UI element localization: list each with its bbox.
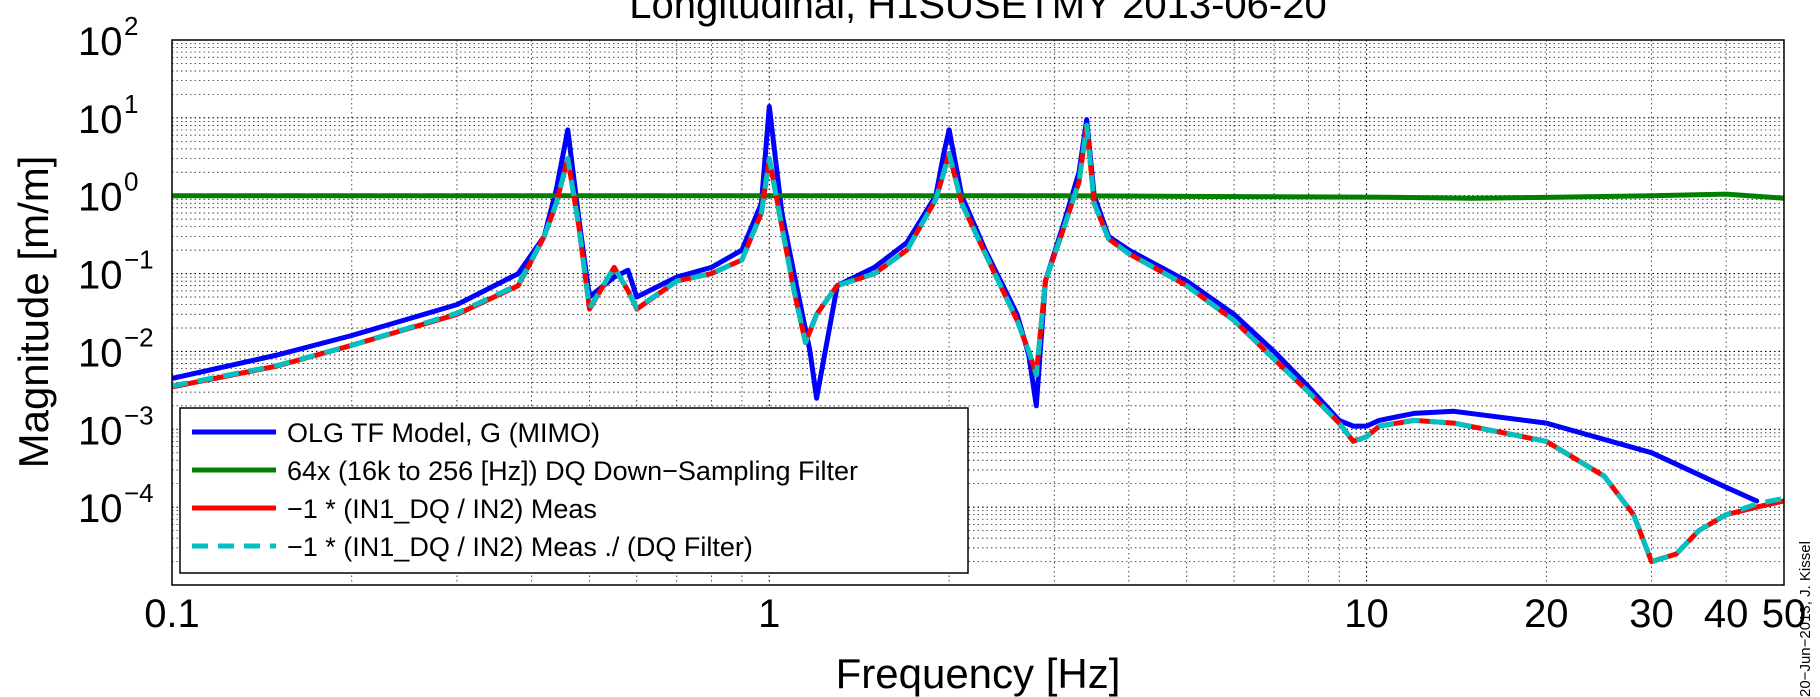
y-tick-base: 10: [78, 98, 123, 142]
x-tick-labels: 0.1 1 10 20 30 40 50: [144, 592, 1806, 636]
y-axis-label: Magnitude [m/m]: [10, 156, 57, 469]
y-tick-exponent: 0: [124, 167, 138, 197]
x-tick-label: 50: [1762, 592, 1807, 636]
x-tick-label: 1: [758, 592, 780, 636]
legend-label-4: −1 * (IN1_DQ / IN2) Meas ./ (DQ Filter): [287, 532, 753, 562]
y-tick-base: 10: [78, 409, 123, 453]
y-tick-base: 10: [78, 176, 123, 220]
y-tick-exponent: 1: [124, 89, 138, 119]
y-tick-exponent: −1: [124, 245, 154, 275]
y-tick-label: 10 −3: [78, 400, 154, 453]
y-tick-base: 10: [78, 487, 123, 531]
y-tick-label: 10 1: [78, 89, 138, 142]
y-tick-exponent: −3: [124, 400, 154, 430]
x-tick-label: 40: [1704, 592, 1749, 636]
y-tick-exponent: −4: [124, 478, 154, 508]
x-tick-label: 0.1: [144, 592, 200, 636]
y-tick-base: 10: [78, 331, 123, 375]
y-tick-base: 10: [78, 254, 123, 298]
x-tick-label: 30: [1629, 592, 1674, 636]
y-tick-label: 10 −4: [78, 478, 154, 531]
series-layer: [172, 104, 1784, 565]
y-tick-label: 10 0: [78, 167, 138, 220]
x-axis-label: Frequency [Hz]: [836, 650, 1121, 697]
legend-box: [179, 407, 969, 574]
legend-label-2: 64x (16k to 256 [Hz]) DQ Down−Sampling F…: [287, 456, 858, 486]
legend: OLG TF Model, G (MIMO) 64x (16k to 256 [H…: [179, 407, 969, 574]
y-tick-label: 10 2: [78, 11, 138, 64]
series-line-2: [172, 191, 1784, 201]
chart-title: Longitudinal, H1SUSETMY 2013-06-20: [629, 0, 1326, 27]
series-line-4: [172, 122, 1784, 565]
plot-frame: [171, 39, 1785, 586]
y-tick-label: 10 −2: [78, 322, 154, 375]
author-date-stamp: 20−Jun−2013, J. Kissel: [1797, 541, 1814, 697]
x-tick-label: 20: [1524, 592, 1569, 636]
y-tick-exponent: 2: [124, 11, 138, 41]
legend-label-1: OLG TF Model, G (MIMO): [287, 418, 600, 448]
legend-label-3: −1 * (IN1_DQ / IN2) Meas: [287, 494, 597, 524]
grid: [171, 40, 1785, 586]
y-tick-label: 10 −1: [78, 245, 154, 298]
y-tick-base: 10: [78, 20, 123, 64]
x-tick-label: 10: [1344, 592, 1389, 636]
y-tick-exponent: −2: [124, 322, 154, 352]
